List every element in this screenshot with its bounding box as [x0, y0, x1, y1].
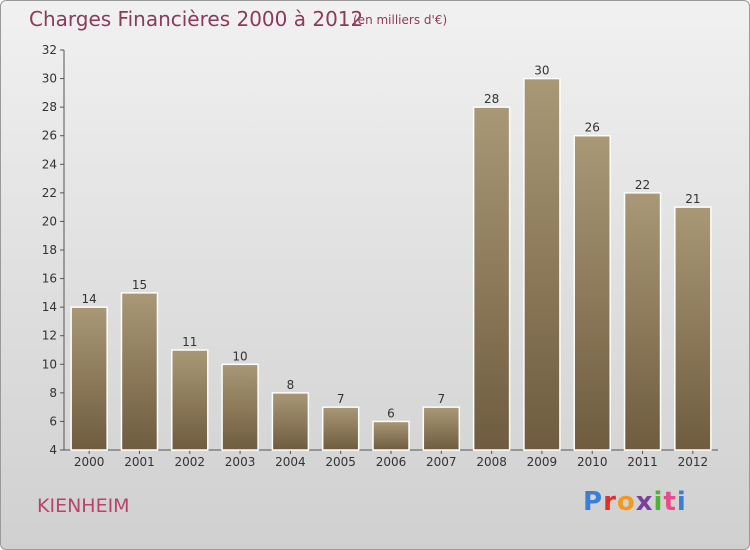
- x-tick-label: 2001: [124, 455, 155, 469]
- bar-value-label: 7: [337, 392, 345, 406]
- y-tick-label: 32: [42, 43, 57, 57]
- bar: [674, 206, 712, 451]
- y-tick-label: 26: [42, 129, 57, 143]
- x-tick-label: 2005: [325, 455, 356, 469]
- logo-letter: i: [653, 487, 664, 517]
- x-tick-label: 2003: [225, 455, 256, 469]
- y-tick-label: 10: [42, 357, 57, 371]
- bar: [523, 77, 561, 451]
- logo-letter: P: [583, 487, 604, 517]
- bars: 14 15 11 10 8 7 6 7 28 30 26 22 21: [70, 64, 712, 451]
- logo-letter: o: [616, 487, 636, 517]
- x-tick-label: 2011: [627, 455, 658, 469]
- bar-value-label: 7: [437, 392, 445, 406]
- logo-letter: r: [603, 487, 617, 517]
- commune-name: KIENHEIM: [37, 495, 130, 517]
- bar: [221, 363, 259, 451]
- bar-value-label: 11: [182, 335, 197, 349]
- bar: [372, 420, 410, 451]
- bar-value-label: 30: [534, 64, 549, 78]
- chart-title: Charges Financières 2000 à 2012: [29, 7, 364, 31]
- y-tick-label: 14: [42, 300, 57, 314]
- y-tick-label: 28: [42, 100, 57, 114]
- bar-value-label: 26: [585, 121, 600, 135]
- x-tick-label: 2007: [426, 455, 457, 469]
- y-tick-label: 16: [42, 272, 57, 286]
- x-tick-label: 2009: [527, 455, 558, 469]
- x-tick-label: 2012: [678, 455, 709, 469]
- y-tick-label: 4: [49, 443, 57, 457]
- bar-value-label: 6: [387, 406, 395, 420]
- x-tick-label: 2002: [174, 455, 205, 469]
- bar-value-label: 22: [635, 178, 650, 192]
- y-tick-label: 20: [42, 214, 57, 228]
- y-tick-label: 24: [42, 157, 57, 171]
- bar: [472, 106, 511, 451]
- y-tick-label: 12: [42, 329, 57, 343]
- bar: [271, 392, 310, 451]
- bar: [623, 192, 662, 451]
- y-tick-label: 18: [42, 243, 57, 257]
- x-tick-label: 2006: [376, 455, 407, 469]
- x-tick-label: 2010: [577, 455, 608, 469]
- bar: [171, 349, 209, 451]
- bar-value-label: 8: [287, 378, 295, 392]
- bar-value-label: 21: [685, 192, 700, 206]
- y-tick-label: 8: [49, 386, 57, 400]
- bar: [573, 134, 611, 451]
- logo-letter: x: [635, 487, 654, 517]
- y-tick-label: 6: [49, 414, 57, 428]
- bar-value-label: 15: [132, 278, 147, 292]
- proxiti-logo: Proxiti: [583, 487, 687, 517]
- logo-letter: t: [663, 487, 677, 517]
- bar: [120, 292, 159, 451]
- logo-letter: i: [676, 487, 687, 517]
- bar-value-label: 14: [82, 292, 97, 306]
- bar: [70, 306, 108, 451]
- bar: [321, 406, 360, 451]
- bar-value-label: 10: [232, 349, 247, 363]
- chart-subtitle: (en milliers d'€): [353, 13, 448, 27]
- y-tick-label: 30: [42, 72, 57, 86]
- bar: [422, 406, 461, 451]
- x-tick-label: 2000: [74, 455, 105, 469]
- x-tick-label: 2004: [275, 455, 306, 469]
- y-tick-label: 22: [42, 186, 57, 200]
- x-tick-label: 2008: [476, 455, 507, 469]
- bar-value-label: 28: [484, 92, 499, 106]
